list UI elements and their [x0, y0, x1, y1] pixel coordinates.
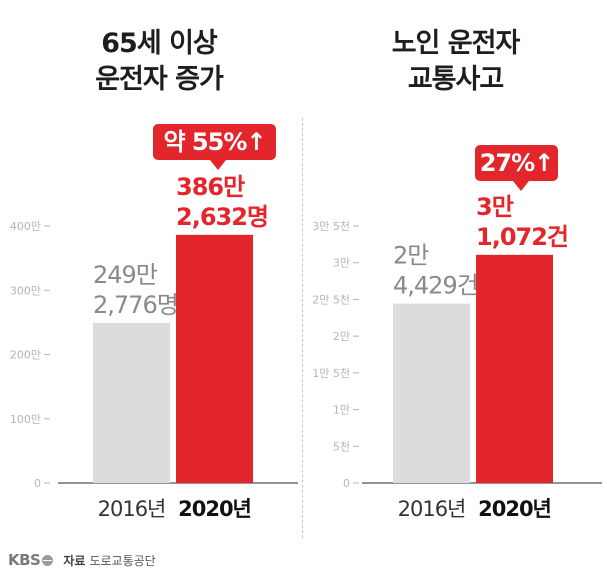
chart-panel-accidents: 노인 운전자 교통사고 0 5천 1만 1만 5천 2만 2만 5천 3만 3만 5천 2만 4,… [304, 0, 607, 545]
y-tick-label: 200만 [10, 349, 41, 362]
kbs-logo-icon [42, 554, 54, 566]
bar-value-label-line2: 1,072건 [476, 223, 568, 251]
chart-title-line1: 노인 운전자 [391, 28, 521, 59]
y-tick-label: 2만 [333, 330, 350, 343]
y-tick-label: 5천 [333, 439, 350, 453]
chart-title-line1: 65세 이상 [101, 28, 218, 59]
bar-value-label-line1: 3만 [476, 193, 514, 221]
x-category-label: 2020년 [478, 497, 551, 521]
bar-value-label-line1: 2만 [393, 242, 429, 270]
bar-value-label-line2: 4,429건 [393, 272, 478, 300]
kbs-logo: KBS [8, 551, 41, 569]
bar-2016 [93, 322, 170, 483]
y-tick-label: 100만 [10, 413, 41, 426]
footer-source: KBS 자료 도로교통공단 [8, 551, 156, 569]
y-tick-label: 400만 [10, 220, 41, 233]
y-tick-label: 1만 5천 [312, 366, 350, 380]
x-category-label: 2016년 [98, 497, 166, 521]
bar-2020 [176, 234, 253, 483]
x-category-label: 2020년 [178, 497, 251, 521]
increase-callout: 약 55%↑ [153, 124, 276, 170]
y-tick-label: 1만 [333, 404, 350, 417]
y-tick-label: 3만 [333, 257, 350, 270]
y-tick-label: 0 [343, 477, 350, 490]
chart-title-line2: 운전자 증가 [95, 64, 224, 95]
y-tick-label: 0 [34, 477, 41, 490]
source-name: 도로교통공단 [89, 553, 156, 568]
y-tick-label: 2만 5천 [312, 292, 350, 306]
source-label: 자료 [63, 553, 86, 568]
bar-value-label-line2: 2,632명 [176, 203, 268, 231]
bar-2016 [393, 303, 470, 483]
chart-title-line2: 교통사고 [407, 64, 504, 95]
bar-2020 [476, 254, 553, 483]
x-category-label: 2016년 [398, 497, 466, 521]
bar-value-label-line1: 249만 [93, 261, 158, 289]
panel-divider [302, 118, 303, 538]
bar-value-label-line1: 386만 [176, 173, 245, 201]
bar-value-label-line2: 2,776명 [93, 291, 178, 319]
increase-callout: 27%↑ [475, 145, 558, 191]
y-tick-label: 300만 [10, 284, 41, 297]
chart-panel-drivers: 65세 이상 운전자 증가 0 100만 200만 300만 400만 249만 2,776… [0, 0, 300, 545]
y-tick-label: 3만 5천 [312, 219, 350, 233]
